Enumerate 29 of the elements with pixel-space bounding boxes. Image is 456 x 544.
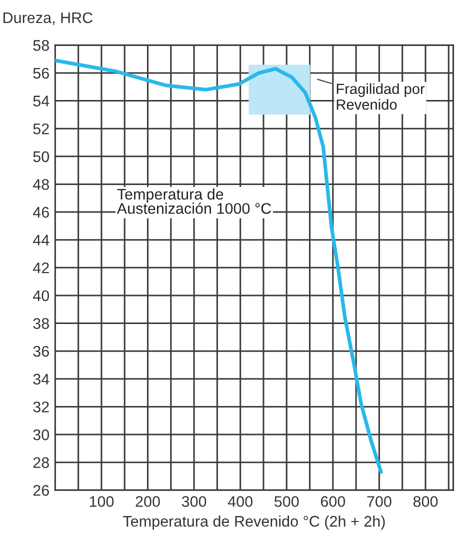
x-tick-label: 600 — [320, 496, 346, 507]
x-tick-label: 500 — [274, 496, 299, 507]
x-tick-label: 700 — [367, 496, 392, 507]
y-tick-label: 48 — [32, 179, 49, 190]
x-tick-label: 400 — [228, 496, 252, 507]
y-tick-label: 38 — [33, 318, 49, 329]
y-tick-label: 46 — [32, 206, 49, 218]
x-tick-label: 100 — [90, 496, 114, 507]
y-tick-label: 56 — [33, 68, 49, 79]
y-tick-label: 36 — [33, 346, 49, 357]
x-tick-label: 200 — [136, 496, 160, 507]
band-label: Fragilidad por Revenido — [336, 83, 425, 110]
y-tick-label: 44 — [32, 234, 50, 246]
x-axis-title: Temperatura de Revenido °C (2h + 2h) — [123, 515, 385, 530]
y-tick-label: 32 — [33, 402, 49, 412]
y-tick-label: 42 — [32, 262, 49, 274]
y-tick-label: 34 — [33, 374, 50, 385]
y-tick-label: 28 — [33, 457, 49, 468]
annotation: Temperatura de Austenización 1000 °C — [116, 188, 272, 214]
y-tick-label: 40 — [32, 290, 50, 302]
y-tick-label: 54 — [33, 96, 50, 106]
y-tick-label: 26 — [33, 485, 49, 496]
y-tick-label: 50 — [33, 151, 50, 162]
y-tick-label: 58 — [33, 40, 49, 51]
x-tick-label: 800 — [413, 496, 438, 507]
y-tick-label: 52 — [33, 123, 49, 134]
x-tick-label: 300 — [182, 496, 206, 507]
y-axis-title: Dureza, HRC — [4, 12, 93, 25]
y-tick-label: 30 — [33, 429, 50, 440]
